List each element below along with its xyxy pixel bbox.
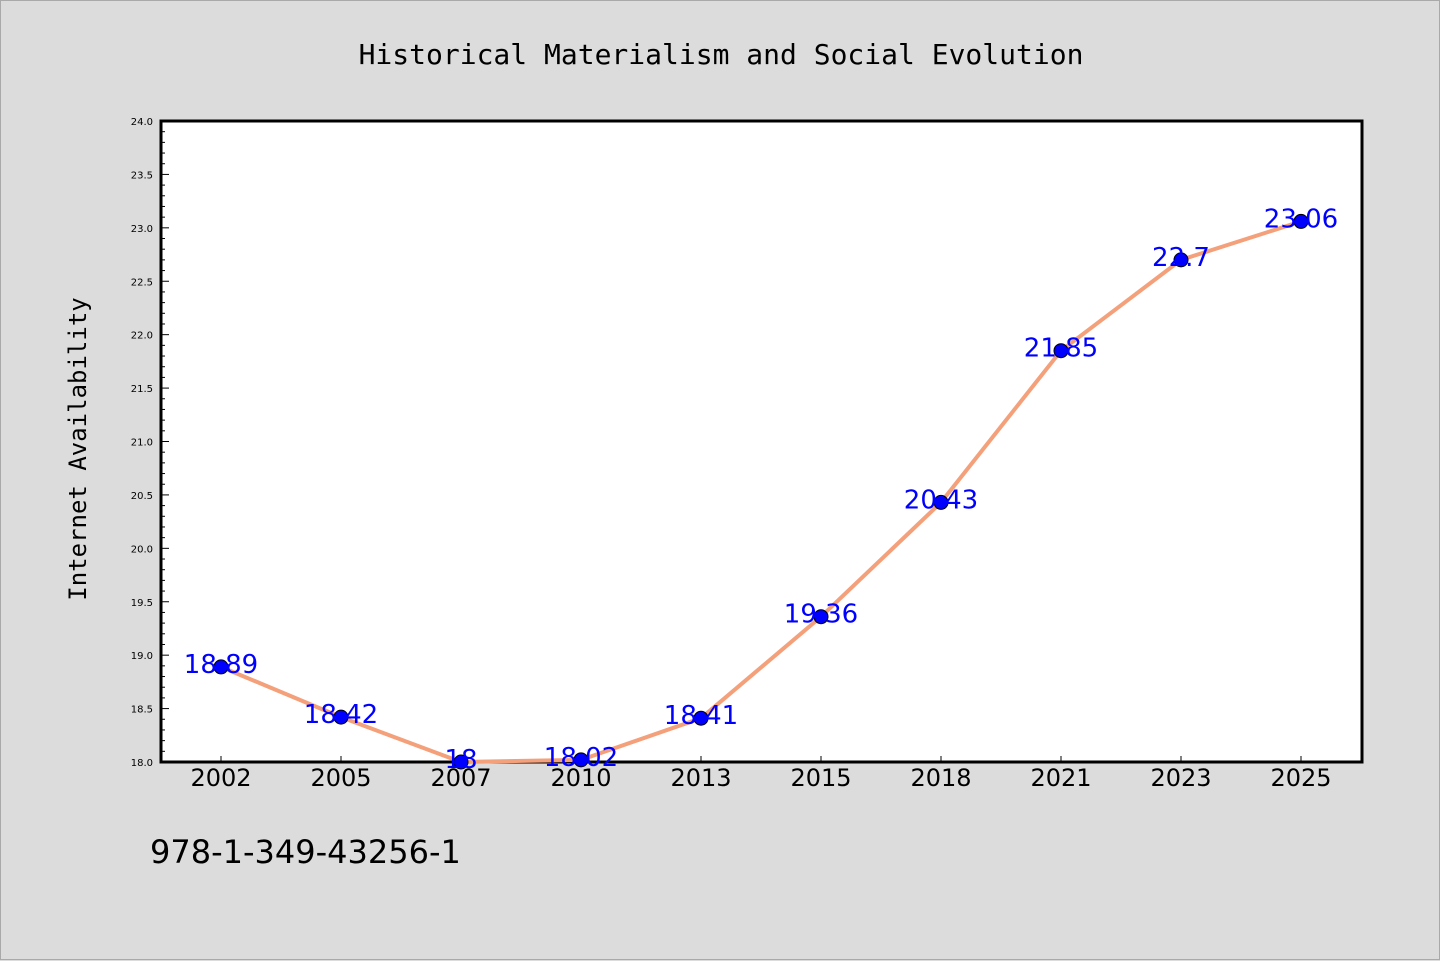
y-tick-label: 19.5 bbox=[131, 598, 153, 609]
data-point-marker bbox=[1173, 252, 1189, 268]
chart-title: Historical Materialism and Social Evolut… bbox=[359, 38, 1084, 71]
x-tick-label: 2023 bbox=[1150, 764, 1211, 792]
x-tick-label: 2005 bbox=[310, 764, 371, 792]
x-tick-label: 2002 bbox=[190, 764, 251, 792]
data-value-label: 21.85 bbox=[1024, 334, 1098, 364]
y-tick-label: 24.0 bbox=[131, 117, 153, 128]
x-tick-label: 2010 bbox=[550, 764, 611, 792]
data-point-marker bbox=[213, 659, 229, 675]
x-tick-label: 2015 bbox=[790, 764, 851, 792]
isbn-text: 978-1-349-43256-1 bbox=[150, 833, 461, 871]
y-tick-label: 21.0 bbox=[131, 438, 153, 449]
data-value-label: 22.7 bbox=[1152, 243, 1210, 273]
y-tick-label: 20.5 bbox=[131, 491, 153, 502]
data-point-marker bbox=[333, 709, 349, 725]
data-point-marker bbox=[1053, 343, 1069, 359]
data-value-label: 18.41 bbox=[664, 701, 738, 731]
data-value-label: 18.89 bbox=[184, 650, 258, 680]
x-tick-label: 2013 bbox=[670, 764, 731, 792]
y-tick-label: 23.5 bbox=[131, 170, 153, 181]
y-axis: 18.0 18.5 19.0 19.5 20.0 20.5 21.0 21.5 22.0 22.5… bbox=[131, 117, 169, 769]
x-axis: 2002 2005 2007 2010 2013 2015 2018 2021 2023 2025 bbox=[190, 756, 1332, 792]
series-line bbox=[220, 219, 1302, 764]
data-labels: 18.89 18.42 18 18.02 18.41 19.36 20.43 21.85 22.… bbox=[184, 204, 1338, 775]
y-axis-label: Internet Availability bbox=[64, 297, 92, 600]
x-tick-label: 2018 bbox=[910, 764, 971, 792]
y-tick-label: 19.0 bbox=[131, 651, 153, 662]
data-value-label: 19.36 bbox=[784, 600, 858, 630]
data-point-marker bbox=[933, 494, 949, 510]
x-tick-label: 2025 bbox=[1270, 764, 1331, 792]
data-point-marker bbox=[1293, 213, 1309, 229]
data-point-marker bbox=[573, 752, 589, 768]
data-value-label: 23.06 bbox=[1264, 204, 1338, 234]
x-tick-label: 2021 bbox=[1030, 764, 1091, 792]
y-tick-label: 21.5 bbox=[131, 384, 153, 395]
y-tick-label: 18.5 bbox=[131, 705, 153, 716]
y-tick-label: 18.0 bbox=[131, 758, 153, 769]
y-tick-label: 22.0 bbox=[131, 331, 153, 342]
data-point-marker bbox=[693, 710, 709, 726]
data-point-marker bbox=[453, 754, 469, 770]
data-point-marker bbox=[813, 609, 829, 625]
data-value-label: 18 bbox=[444, 745, 477, 775]
plot-area bbox=[159, 119, 1364, 764]
data-markers bbox=[213, 213, 1309, 770]
data-value-label: 20.43 bbox=[904, 485, 978, 515]
y-tick-label: 20.0 bbox=[131, 544, 153, 555]
y-tick-label: 23.0 bbox=[131, 224, 153, 235]
data-value-label: 18.42 bbox=[304, 700, 378, 730]
y-tick-label: 22.5 bbox=[131, 277, 153, 288]
data-value-label: 18.02 bbox=[544, 743, 618, 773]
